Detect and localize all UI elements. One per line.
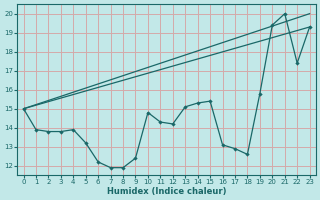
X-axis label: Humidex (Indice chaleur): Humidex (Indice chaleur)	[107, 187, 226, 196]
